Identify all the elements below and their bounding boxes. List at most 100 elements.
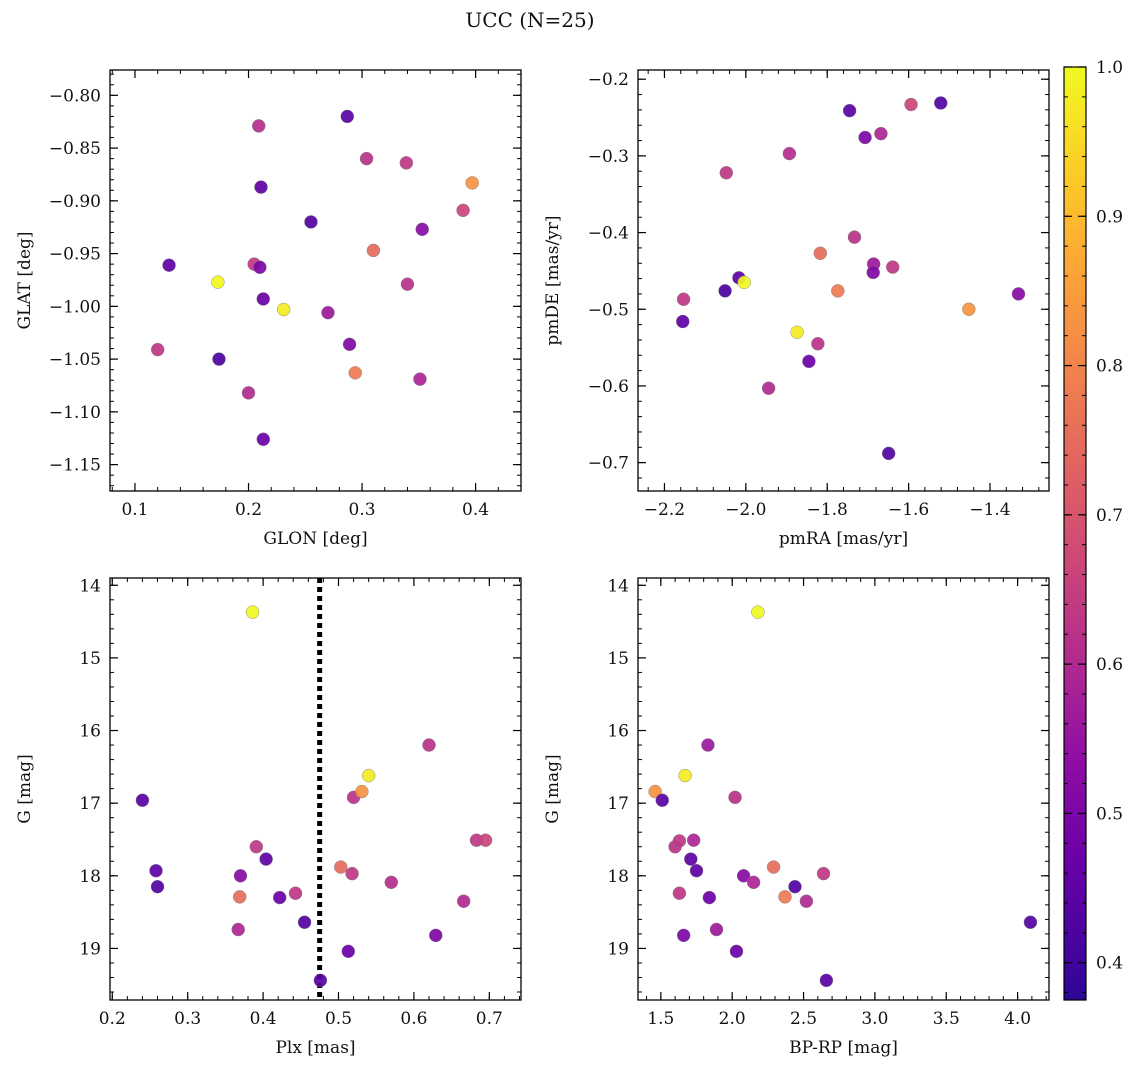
data-point	[648, 784, 662, 799]
data-point	[761, 381, 776, 395]
data-point	[288, 886, 303, 900]
data-point	[736, 869, 751, 883]
data-point	[842, 103, 857, 118]
data-point	[751, 605, 765, 619]
panel-3: 0.2 0.3 0.4 0.5 0.6 0.7 14 15 16 17 18 19 Plx [mas] G…	[15, 576, 522, 1058]
y-tick-label: 14	[607, 576, 629, 596]
data-point	[676, 314, 690, 329]
data-point	[728, 790, 742, 805]
colorbar-tick-label: 0.4	[1096, 954, 1123, 974]
panels: 0.1 0.2 0.3 0.4 −0.80 −0.85 −0.90 −0.95 −1.00 −1.…	[15, 69, 1050, 1058]
data-point	[1011, 287, 1026, 301]
data-point	[702, 890, 717, 905]
colorbar-tick-label: 0.8	[1096, 357, 1123, 377]
data-point	[149, 864, 163, 878]
y-tick-label: 14	[79, 576, 101, 596]
x-tick-label: 1.5	[647, 1009, 674, 1029]
colorbar-tick-label: 0.9	[1096, 207, 1123, 227]
data-point	[858, 130, 872, 145]
data-point	[254, 180, 268, 194]
data-point	[415, 222, 429, 237]
y-tick-label: 19	[607, 939, 629, 959]
data-point	[341, 944, 356, 959]
data-point	[718, 284, 732, 298]
y-axis-label: pmDE [mas/yr]	[543, 215, 563, 345]
data-point	[816, 866, 831, 881]
y-tick-label: −1.05	[49, 350, 101, 370]
y-tick-label: 16	[79, 722, 101, 742]
data-point	[934, 96, 948, 110]
axes-frame	[109, 577, 522, 1001]
x-tick-label: −2.2	[644, 500, 685, 520]
data-point	[233, 869, 248, 883]
y-tick-label: −0.90	[49, 192, 101, 212]
data-point	[684, 852, 698, 866]
y-tick-label: −0.95	[49, 245, 101, 265]
data-point	[746, 875, 761, 890]
data-point	[788, 879, 802, 894]
data-point	[886, 260, 900, 274]
data-point	[709, 922, 724, 937]
data-point	[253, 260, 267, 275]
data-point	[277, 302, 291, 317]
data-point	[321, 305, 335, 320]
data-point	[361, 768, 376, 783]
data-point	[1023, 915, 1038, 929]
y-tick-label: −0.7	[588, 454, 629, 474]
data-point	[766, 860, 781, 874]
x-tick-label: 0.2	[235, 500, 262, 520]
y-tick-label: 15	[607, 649, 629, 669]
y-axis-label: G [mag]	[543, 754, 563, 823]
data-point	[422, 738, 436, 752]
y-tick-label: 17	[79, 794, 101, 814]
x-tick-label: 0.4	[462, 500, 489, 520]
data-point	[384, 875, 398, 890]
data-point	[729, 944, 744, 959]
data-point	[701, 738, 715, 752]
colorbar-tick-label: 0.7	[1096, 506, 1123, 526]
y-tick-label: −1.15	[49, 456, 101, 476]
data-point	[348, 366, 362, 380]
data-point	[135, 793, 150, 807]
data-point	[399, 156, 414, 170]
data-point	[249, 840, 264, 854]
x-tick-label: 0.3	[174, 1009, 201, 1029]
data-point	[904, 97, 918, 112]
data-point	[799, 894, 814, 908]
data-point	[874, 126, 888, 141]
data-point	[245, 605, 260, 619]
data-point	[150, 342, 165, 357]
data-point	[162, 258, 176, 272]
x-tick-label: −2.0	[725, 500, 766, 520]
data-point	[778, 890, 792, 904]
y-tick-label: −0.3	[588, 147, 629, 167]
axes-frame	[637, 69, 1050, 492]
x-tick-label: 0.2	[99, 1009, 126, 1029]
data-point	[259, 852, 273, 866]
x-tick-label: 2.0	[719, 1009, 746, 1029]
data-point	[211, 275, 225, 289]
data-point	[272, 890, 287, 905]
y-tick-label: −0.2	[588, 70, 629, 90]
data-point	[689, 864, 704, 878]
data-point	[304, 215, 318, 229]
data-point	[962, 302, 976, 316]
data-point	[413, 372, 427, 386]
y-tick-label: −0.4	[588, 224, 629, 244]
data-point	[150, 879, 165, 894]
colorbar-tick-label: 1.0	[1096, 58, 1123, 78]
x-tick-label: 0.6	[400, 1009, 427, 1029]
x-tick-label: −1.8	[807, 500, 848, 520]
data-point	[256, 432, 270, 446]
data-point	[313, 973, 328, 988]
colorbar-tick-label: 0.6	[1096, 655, 1123, 675]
data-point	[813, 246, 828, 260]
data-point	[256, 292, 270, 306]
y-tick-label: −1.10	[49, 403, 101, 423]
data-point	[456, 894, 471, 908]
data-point	[676, 928, 691, 943]
y-tick-label: −0.5	[588, 300, 629, 320]
x-axis-label: BP-RP [mag]	[789, 1038, 898, 1058]
data-point	[212, 352, 226, 366]
